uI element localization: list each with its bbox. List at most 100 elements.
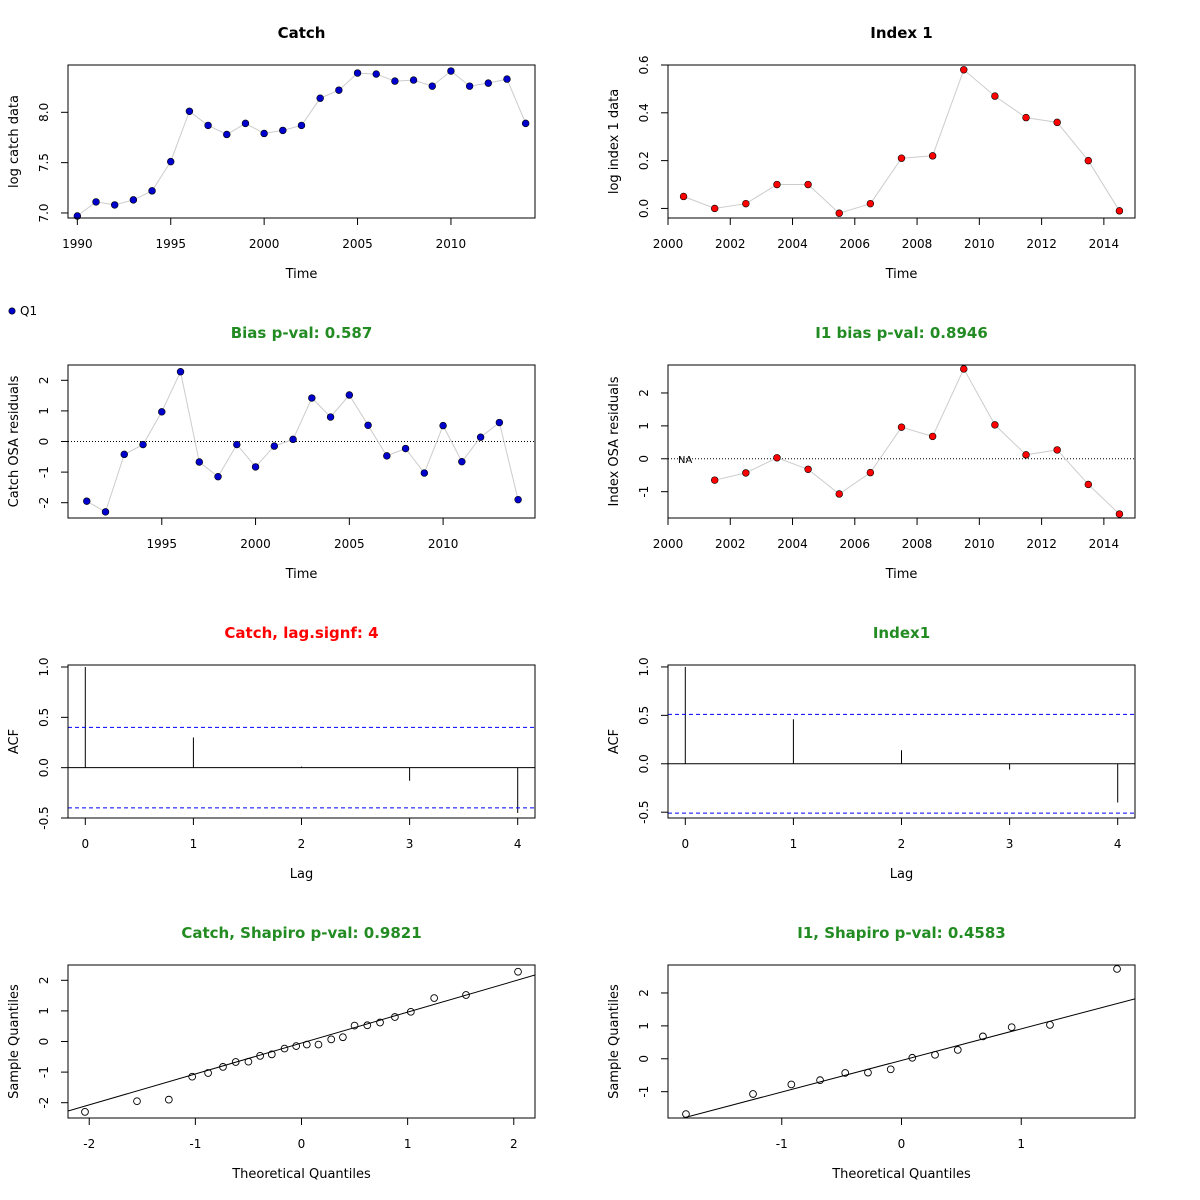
data-point [928, 432, 937, 441]
y-axis-label: ACF [7, 729, 22, 754]
x-axis-label: Lag [890, 867, 913, 882]
y-axis-label: Catch OSA residuals [7, 375, 22, 507]
qq-point [81, 1108, 89, 1116]
x-tick-label: 3 [406, 837, 414, 851]
x-tick-label: 1 [1017, 1137, 1025, 1151]
x-tick-label: 2000 [240, 537, 271, 551]
y-tick-label: 2 [37, 376, 51, 384]
x-tick-label: 2010 [964, 537, 995, 551]
plot-frame [667, 964, 1136, 1119]
data-point [409, 76, 418, 84]
x-tick-label: 2004 [777, 237, 808, 251]
y-tick-label: 0.4 [637, 103, 651, 122]
x-tick-label: 2000 [653, 537, 684, 551]
data-point [476, 433, 485, 441]
data-point [928, 152, 937, 160]
qq-point [682, 1110, 690, 1118]
qq-point [787, 1080, 796, 1089]
series-line [683, 68, 1120, 214]
x-axis-label: Theoretical Quantiles [831, 1167, 971, 1182]
chart-title: Index 1 [870, 24, 933, 42]
x-tick-label: 2010 [964, 237, 995, 251]
data-point [260, 129, 268, 138]
x-tick-label: 0 [81, 837, 89, 851]
y-tick-label: -1 [637, 486, 651, 498]
data-point [308, 394, 316, 402]
qq-point [244, 1057, 253, 1066]
x-axis-label: Lag [290, 867, 313, 882]
y-tick-label: 0 [637, 455, 651, 463]
x-axis-label: Time [885, 567, 918, 582]
data-point [991, 92, 999, 100]
qq-point [908, 1053, 917, 1062]
y-tick-label: 2 [37, 976, 51, 984]
y-tick-label: 0.0 [637, 754, 651, 773]
chart-panel-3: Bias p-val: 0.587 Time Catch OSA residuals… [7, 324, 536, 582]
data-point [897, 423, 906, 431]
series-line [86, 370, 519, 513]
x-tick-label: -1 [189, 1137, 201, 1151]
plot-frame [67, 64, 536, 219]
qq-point [864, 1068, 872, 1077]
data-point [742, 469, 750, 477]
data-point [83, 497, 91, 505]
plot-frame [667, 64, 1136, 219]
y-tick-label: 0 [637, 1055, 651, 1063]
data-point [484, 79, 492, 87]
chart-title: Index1 [873, 624, 930, 642]
x-tick-label: 1 [190, 837, 198, 851]
x-tick-label: -1 [776, 1137, 788, 1151]
series-line [714, 367, 1120, 515]
x-tick-label: 2008 [902, 537, 933, 551]
x-axis-label: Theoretical Quantiles [231, 1167, 371, 1182]
data-point [241, 119, 250, 128]
qq-point [931, 1050, 939, 1059]
data-point [335, 86, 343, 94]
qq-point [406, 1007, 415, 1016]
qq-point [841, 1069, 850, 1077]
y-axis-label: ACF [607, 729, 622, 754]
data-point [372, 70, 380, 78]
na-annotation: NA [678, 455, 692, 466]
chart-title: Catch, lag.signf: 4 [224, 624, 378, 642]
data-point [383, 452, 391, 460]
data-point [176, 368, 185, 376]
data-point [710, 476, 719, 484]
data-point [503, 75, 511, 83]
data-point [223, 130, 231, 139]
x-tick-label: 3 [1006, 837, 1014, 851]
chart-title: I1 bias p-val: 0.8946 [815, 324, 988, 342]
data-point [679, 192, 688, 201]
data-point [195, 458, 203, 466]
data-point [897, 154, 906, 162]
x-tick-label: 0 [898, 1137, 906, 1151]
plot-frame [67, 664, 536, 819]
qq-point [280, 1044, 289, 1053]
qq-point [1046, 1021, 1054, 1029]
y-tick-label: 1 [637, 1022, 651, 1030]
chart-panel-5: Catch, lag.signf: 4 Lag ACF 0 1 2 3 4 -0.5 0.0 0.5… [7, 624, 536, 882]
qq-reference-line [68, 974, 535, 1112]
x-tick-label: 2002 [715, 537, 746, 551]
data-point [101, 508, 110, 516]
x-tick-label: 2010 [436, 237, 467, 251]
x-tick-label: 0 [681, 837, 689, 851]
x-tick-label: 2005 [342, 237, 373, 251]
qq-point [327, 1035, 336, 1044]
qq-point [256, 1052, 264, 1060]
data-point [1115, 510, 1124, 518]
data-point [353, 69, 362, 77]
y-tick-label: -0.5 [637, 800, 651, 823]
y-tick-label: 2 [637, 989, 651, 997]
qq-point [816, 1076, 824, 1085]
series-line [76, 70, 527, 217]
data-point [326, 413, 335, 421]
data-point [158, 408, 166, 416]
data-point [297, 121, 306, 130]
chart-panel-1: Catch Time log catch data 1990 1995 2000 2005 2… [7, 24, 536, 282]
x-tick-label: 2012 [1026, 537, 1057, 551]
x-tick-label: 2000 [249, 237, 280, 251]
chart-panel-6: Index1 Lag ACF 0 1 2 3 4 -0.5 0.0 0.5 1.0 [607, 624, 1136, 882]
qq-point [219, 1063, 227, 1071]
